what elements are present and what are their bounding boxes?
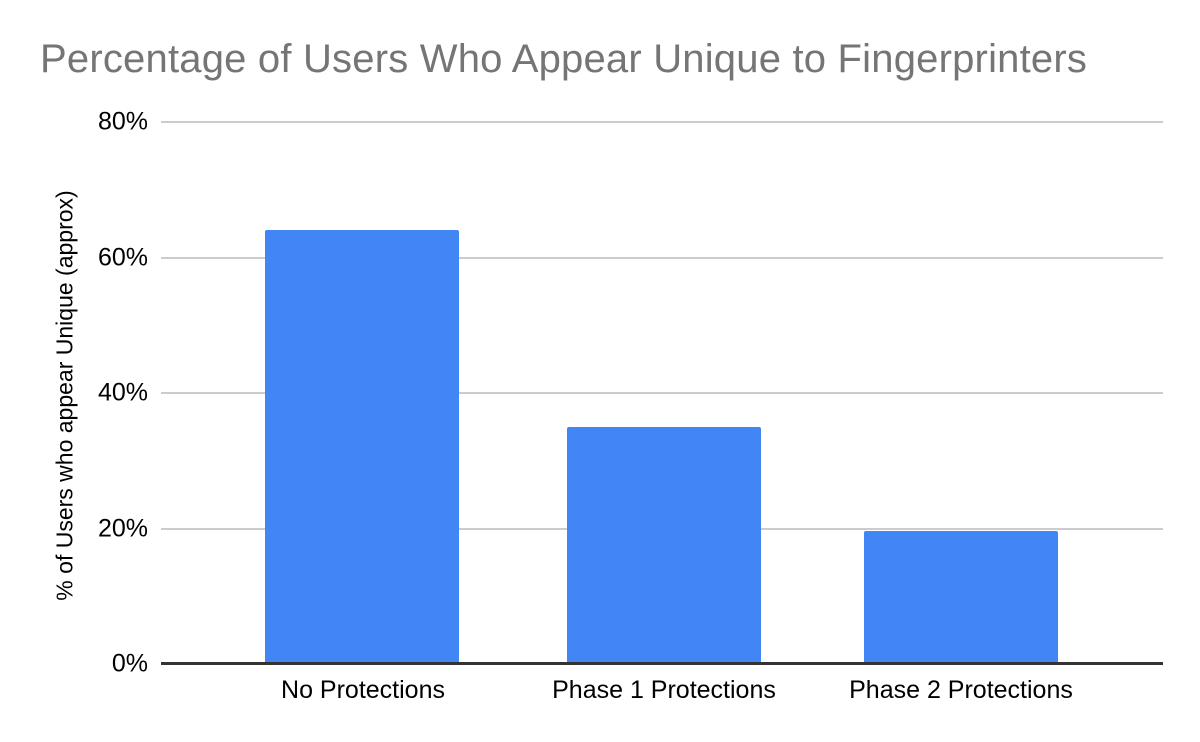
y-tick-label-80: 80%: [97, 107, 148, 136]
y-tick-label-40: 40%: [97, 378, 148, 407]
gridline-60pct: [161, 256, 1163, 259]
bar-phase-2-protections: [864, 530, 1058, 664]
chart-title: Percentage of Users Who Appear Unique to…: [40, 37, 1088, 81]
x-category-label-phase-2: Phase 2 Protections: [849, 676, 1073, 704]
x-axis-line: [161, 662, 1163, 665]
gridline-40pct: [161, 392, 1163, 394]
bar-phase-1-protections: [567, 426, 761, 664]
plot-area: [161, 121, 1163, 665]
y-tick-label-20: 20%: [97, 514, 148, 543]
y-tick-label-60: 60%: [97, 243, 148, 272]
bar-no-protections: [265, 230, 459, 664]
gridline-80pct: [161, 121, 1163, 123]
x-category-label-phase-1: Phase 1 Protections: [552, 676, 776, 704]
y-tick-label-0: 0%: [111, 649, 148, 678]
x-category-label-no-protections: No Protections: [281, 676, 445, 704]
